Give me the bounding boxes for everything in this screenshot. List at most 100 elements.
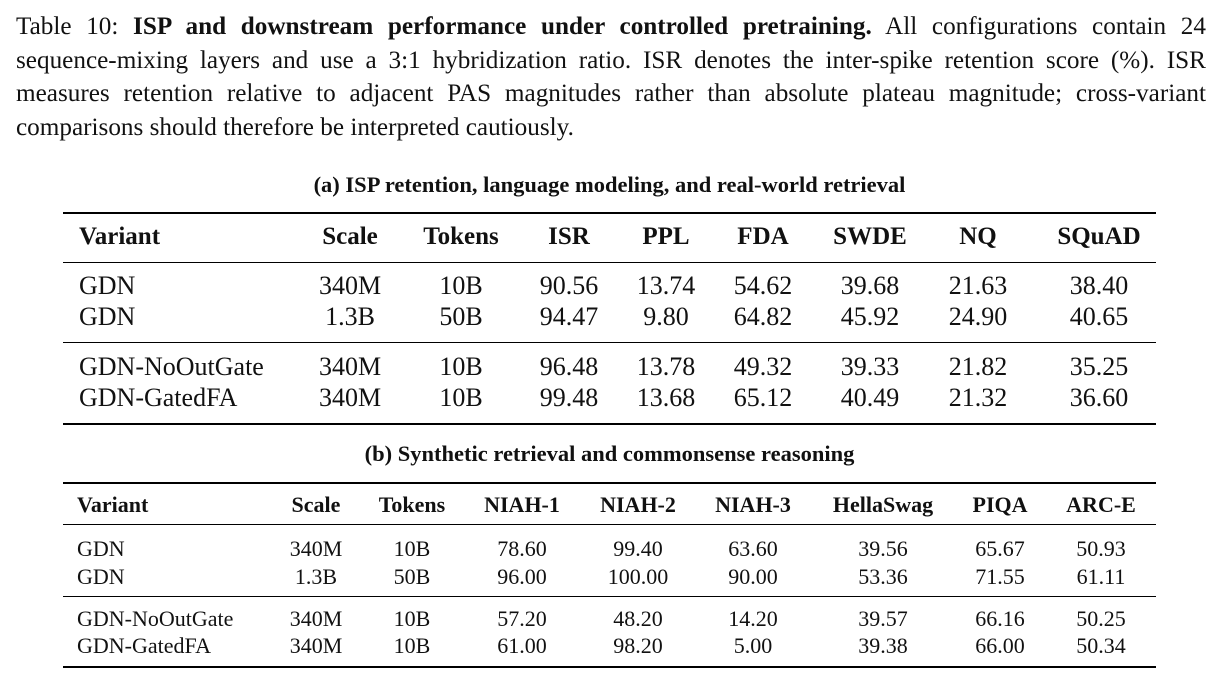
table-cell: 10B [439, 383, 483, 412]
column-header: FDA [737, 223, 789, 250]
table-cell: 99.48 [539, 383, 599, 412]
table-cell: 14.20 [728, 606, 778, 631]
column-header: SWDE [833, 223, 907, 250]
table-cell: 13.68 [636, 383, 696, 412]
table-cell: 54.62 [733, 271, 793, 300]
variant-cell: GDN-NoOutGate [77, 606, 234, 631]
table-cell: 24.90 [948, 302, 1008, 331]
table-caption: Table 10: ISP and downstream performance… [16, 10, 1206, 144]
table-cell: 13.74 [636, 271, 696, 300]
table-cell: 50.25 [1076, 606, 1126, 631]
table-cell: 39.56 [858, 536, 908, 561]
table-cell: 340M [318, 383, 382, 412]
table-cell: 1.3B [294, 564, 338, 589]
column-header: NIAH-3 [715, 492, 791, 517]
caption-bold-title: ISP and downstream performance under con… [133, 13, 872, 40]
table-cell: 45.92 [840, 302, 900, 331]
table-cell: 96.48 [539, 352, 599, 381]
column-header: NQ [959, 223, 997, 250]
table-cell: 98.20 [613, 633, 663, 658]
table-cell: 39.38 [858, 633, 908, 658]
caption-label: Table 10: [16, 13, 119, 40]
table-b-top-rule [63, 482, 1156, 484]
column-header: PIQA [972, 492, 1028, 517]
table-cell: 50.93 [1076, 536, 1126, 561]
table-cell: 21.32 [948, 383, 1008, 412]
column-header: SQuAD [1057, 223, 1141, 250]
column-header: Scale [291, 492, 341, 517]
table-cell: 10B [393, 606, 431, 631]
table-b-group-rule [63, 596, 1156, 597]
table-cell: 100.00 [607, 564, 669, 589]
column-header: Scale [322, 223, 378, 250]
column-header: PPL [642, 223, 690, 250]
table-cell: 340M [289, 633, 343, 658]
table-cell: 50.34 [1076, 633, 1126, 658]
table-cell: 40.65 [1069, 302, 1129, 331]
table-cell: 1.3B [325, 302, 375, 331]
table-cell: 66.00 [975, 633, 1025, 658]
table-cell: 10B [393, 536, 431, 561]
table-cell: 50B [439, 302, 483, 331]
column-header: Tokens [423, 223, 499, 250]
table-cell: 340M [318, 271, 382, 300]
table-a-top-rule [63, 212, 1156, 214]
table-cell: 21.82 [948, 352, 1008, 381]
variant-cell: GDN [79, 302, 136, 331]
table-cell: 65.67 [975, 536, 1025, 561]
table-cell: 40.49 [840, 383, 900, 412]
table-cell: 48.20 [613, 606, 663, 631]
table-cell: 10B [439, 352, 483, 381]
column-header: Tokens [378, 492, 446, 517]
table-cell: 36.60 [1069, 383, 1129, 412]
column-header: Variant [77, 492, 149, 517]
table-cell: 90.56 [539, 271, 599, 300]
table-cell: 340M [289, 606, 343, 631]
table-cell: 50B [393, 564, 431, 589]
table-cell: 53.36 [858, 564, 908, 589]
table-cell: 78.60 [497, 536, 547, 561]
table-cell: 96.00 [497, 564, 547, 589]
table-cell: 39.57 [858, 606, 908, 631]
table-cell: 39.68 [840, 271, 900, 300]
column-header: ARC-E [1066, 492, 1136, 517]
variant-cell: GDN [77, 536, 125, 561]
table-cell: 10B [393, 633, 431, 658]
table-cell: 10B [439, 271, 483, 300]
table-a-header-rule [63, 262, 1156, 263]
variant-cell: GDN [77, 564, 125, 589]
table-cell: 13.78 [636, 352, 696, 381]
variant-cell: GDN-NoOutGate [79, 352, 264, 381]
column-header: ISR [548, 223, 590, 250]
table-cell: 66.16 [975, 606, 1025, 631]
table-cell: 99.40 [613, 536, 663, 561]
column-header: HellaSwag [832, 492, 934, 517]
table-cell: 35.25 [1069, 352, 1129, 381]
variant-cell: GDN-GatedFA [77, 633, 212, 658]
table-cell: 5.00 [733, 633, 773, 658]
table-cell: 39.33 [840, 352, 900, 381]
variant-cell: GDN [79, 271, 136, 300]
table-cell: 57.20 [497, 606, 547, 631]
table-cell: 61.00 [497, 633, 547, 658]
table-cell: 38.40 [1069, 271, 1129, 300]
table-cell: 49.32 [733, 352, 793, 381]
table-cell: 9.80 [643, 302, 689, 331]
table-cell: 340M [318, 352, 382, 381]
column-header: NIAH-2 [600, 492, 676, 517]
table-b-title: (b) Synthetic retrieval and commonsense … [364, 441, 855, 466]
table-cell: 340M [289, 536, 343, 561]
table-cell: 90.00 [728, 564, 778, 589]
caption-text: All configurations contain 24 sequence-m… [16, 13, 1206, 141]
table-cell: 64.82 [733, 302, 793, 331]
table-cell: 63.60 [728, 536, 778, 561]
table-cell: 21.63 [948, 271, 1008, 300]
table-cell: 61.11 [1076, 564, 1126, 589]
column-header: Variant [79, 223, 161, 250]
table-a-title: (a) ISP retention, language modeling, an… [313, 172, 906, 197]
table-a-bottom-rule [63, 423, 1156, 425]
table-b-header-rule [63, 524, 1156, 525]
table-a-group-rule [63, 342, 1156, 343]
table-cell: 71.55 [975, 564, 1025, 589]
table-cell: 65.12 [733, 383, 793, 412]
